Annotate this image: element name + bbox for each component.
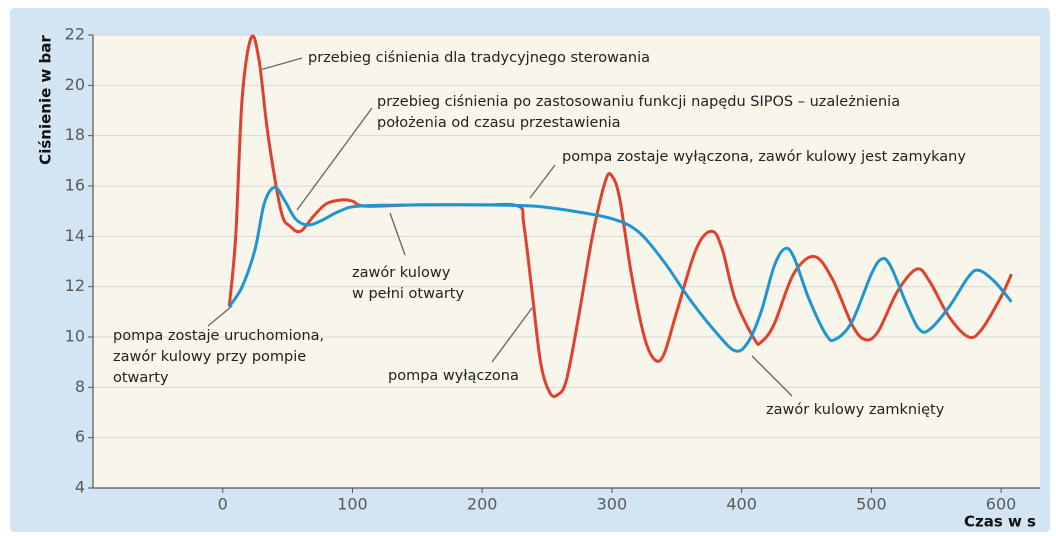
annotation: pompa zostaje uruchomiona, xyxy=(113,328,324,344)
annotation: w pełni otwarty xyxy=(352,286,464,302)
leader-line xyxy=(389,212,406,256)
annotation: pompa zostaje wyłączona, zawór kulowy je… xyxy=(562,149,966,165)
x-tick-label: 100 xyxy=(337,495,368,514)
x-tick-label: 600 xyxy=(986,495,1017,514)
x-tick-label: 400 xyxy=(726,495,757,514)
annotation: zawór kulowy xyxy=(352,265,451,281)
y-tick-label: 12 xyxy=(65,276,85,295)
x-tick-label: 500 xyxy=(856,495,887,514)
annotation: pompa wyłączona xyxy=(388,368,519,384)
x-tick-label: 200 xyxy=(467,495,498,514)
y-tick-label: 10 xyxy=(65,327,85,346)
x-tick-label: 0 xyxy=(218,495,228,514)
y-tick-label: 20 xyxy=(65,75,85,94)
y-axis-label: Ciśnienie w bar xyxy=(37,35,55,165)
annotation: zawór kulowy zamknięty xyxy=(766,402,945,418)
y-tick-label: 16 xyxy=(65,176,85,195)
y-tick-label: 14 xyxy=(65,226,85,245)
annotation: przebieg ciśnienia dla tradycyjnego ster… xyxy=(308,50,650,66)
y-tick-label: 4 xyxy=(75,478,85,497)
leader-line xyxy=(491,307,533,363)
annotation: otwarty xyxy=(113,370,169,386)
leader-line xyxy=(259,57,303,71)
y-tick-label: 22 xyxy=(65,25,85,44)
leader-line xyxy=(207,305,233,327)
y-tick-label: 18 xyxy=(65,125,85,144)
y-tick-label: 8 xyxy=(75,377,85,396)
annotation: przebieg ciśnienia po zastosowaniu funkc… xyxy=(377,94,900,110)
x-axis-label: Czas w s xyxy=(964,513,1036,531)
y-tick-label: 6 xyxy=(75,427,85,446)
annotation: zawór kulowy przy pompie xyxy=(113,349,306,365)
series-line xyxy=(227,185,1013,353)
x-tick-label: 300 xyxy=(597,495,628,514)
leader-line xyxy=(751,355,793,397)
leader-line xyxy=(529,164,556,199)
leader-line xyxy=(296,107,373,211)
series-line xyxy=(227,34,1013,398)
annotation: położenia od czasu przestawienia xyxy=(377,115,621,131)
